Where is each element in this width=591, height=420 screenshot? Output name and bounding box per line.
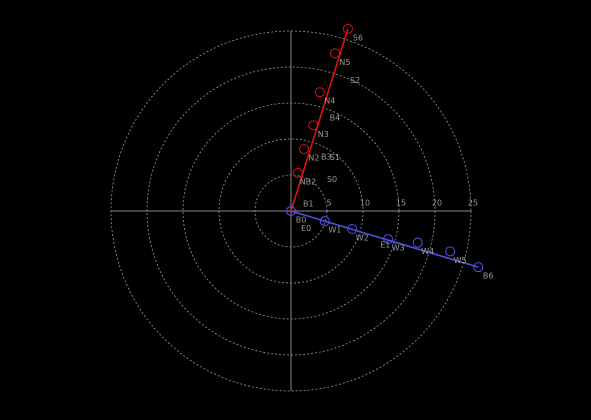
- annotation: E0: [301, 224, 311, 233]
- point: [298, 144, 309, 155]
- annotation: E1: [380, 240, 390, 249]
- grid-circle: [110, 30, 472, 392]
- point-label: B0: [296, 216, 307, 225]
- point-label: N2: [308, 154, 319, 163]
- annotation: S1: [330, 153, 340, 162]
- point: [412, 237, 423, 248]
- point: [342, 23, 353, 34]
- r-tick-label: 5: [326, 199, 331, 208]
- point: [286, 206, 296, 216]
- grid-circle: [218, 138, 364, 284]
- annotation: S0: [327, 175, 337, 184]
- annotation: B3: [321, 153, 332, 162]
- r-tick-label: 10: [360, 199, 370, 208]
- point-label: W1: [328, 226, 341, 235]
- r-tick-label: 20: [432, 199, 442, 208]
- point: [319, 216, 330, 227]
- point-label: B6: [483, 272, 494, 281]
- series-line: [290, 28, 349, 212]
- point: [308, 120, 319, 131]
- point-label: N4: [324, 97, 335, 106]
- point-label: NB2: [300, 177, 317, 186]
- point: [383, 234, 394, 245]
- point: [445, 246, 456, 257]
- point-label: S6: [353, 33, 363, 42]
- point: [347, 224, 358, 234]
- r-tick-label: 15: [396, 199, 406, 208]
- grid-circle: [146, 66, 436, 356]
- point-label: W5: [454, 256, 467, 265]
- point-label: W4: [421, 247, 434, 256]
- point: [329, 48, 340, 59]
- point: [473, 262, 484, 273]
- grid-circle: [182, 102, 400, 320]
- series-line: [290, 210, 479, 268]
- point: [292, 167, 303, 178]
- point: [314, 87, 325, 98]
- r-tick-label: 25: [468, 199, 478, 208]
- grid-circle: [254, 174, 328, 248]
- point-label: N5: [339, 58, 350, 67]
- annotation: S2: [350, 76, 360, 85]
- annotation: B4: [330, 114, 341, 123]
- point-label: W2: [356, 234, 369, 243]
- point-label: N3: [318, 130, 329, 139]
- point-label: W3: [392, 244, 405, 253]
- annotation: B1: [303, 199, 314, 208]
